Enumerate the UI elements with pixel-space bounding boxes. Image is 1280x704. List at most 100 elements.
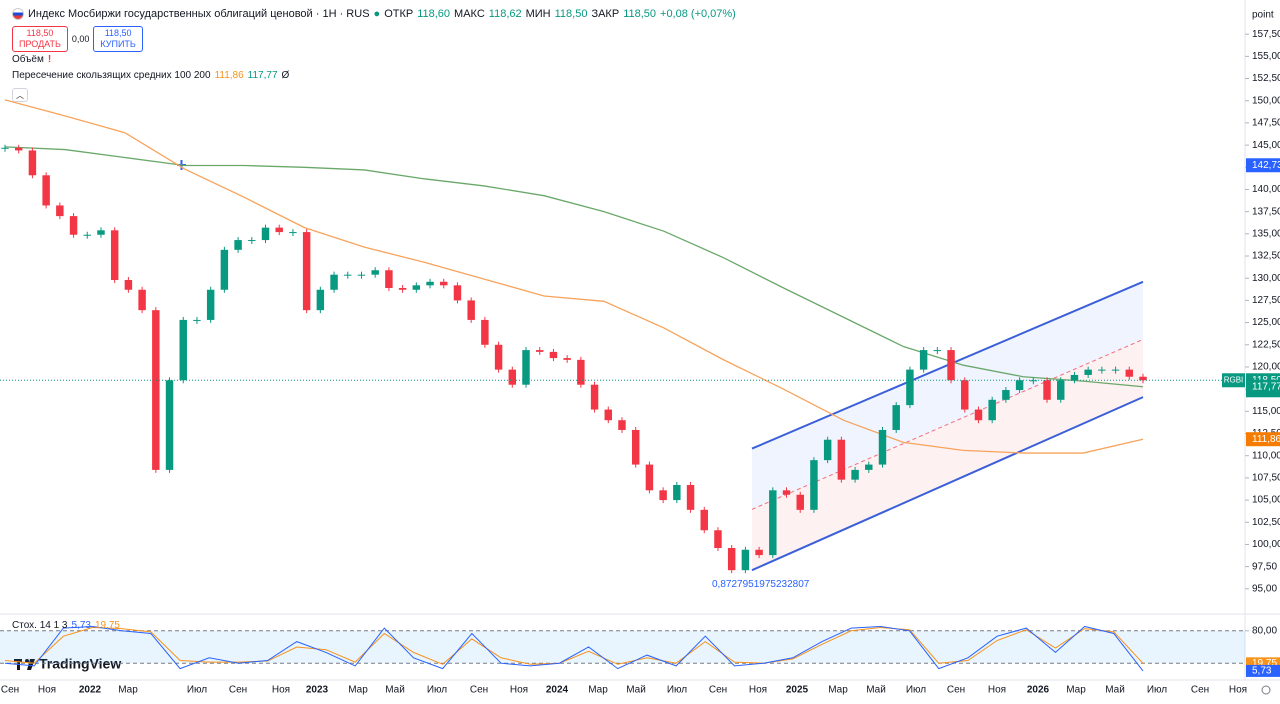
x-tick-label: Мар: [118, 685, 138, 696]
high-value: 118,62: [488, 8, 522, 20]
candle: [974, 409, 983, 421]
sell-button[interactable]: 118,50 ПРОДАТЬ: [12, 26, 68, 52]
buy-button[interactable]: 118,50 КУПИТЬ: [93, 26, 143, 52]
ma100-line: [4, 99, 1144, 454]
candle: [344, 274, 352, 276]
channel-lower: [751, 396, 1144, 572]
candle: [947, 350, 955, 381]
price-badge: [1246, 379, 1280, 394]
candle: [508, 369, 517, 385]
high-label: МАКС: [454, 8, 485, 20]
candle: [138, 289, 146, 311]
volume-legend: Объём!: [12, 54, 51, 65]
x-tick-label: Сен: [229, 685, 247, 696]
unit-label: point: [1252, 10, 1274, 21]
x-tick-label: Июл: [187, 685, 207, 696]
stoch-d-value: 19,75: [94, 620, 120, 631]
ma-title[interactable]: Пересечение скользящих средних 100 200: [12, 70, 211, 81]
stoch-y-tick-label: 80,00: [1252, 625, 1277, 636]
candle: [206, 289, 215, 320]
status-dot: ●: [373, 8, 381, 20]
stoch-badge: [1246, 664, 1280, 677]
candle: [357, 274, 366, 276]
candle: [741, 549, 750, 571]
candle: [1015, 380, 1024, 391]
candle: [330, 274, 338, 290]
candle: [892, 405, 900, 430]
stoch-d-line: [4, 627, 1144, 665]
close-value: 118,50: [623, 8, 657, 20]
y-tick-label: 155,00: [1252, 51, 1280, 62]
candle: [261, 227, 270, 241]
symbol-title[interactable]: Индекс Мосбиржи государственных облигаци…: [28, 8, 370, 20]
candle: [248, 240, 256, 242]
candle: [755, 549, 763, 556]
candle: [453, 285, 462, 301]
x-tick-label: Мар: [588, 685, 608, 696]
x-tick-label: 2026: [1027, 685, 1050, 696]
close-label: ЗАКР: [591, 8, 620, 20]
x-tick-label: Июл: [906, 685, 926, 696]
candle: [83, 234, 91, 236]
flag-icon: [12, 8, 24, 20]
candle: [110, 230, 119, 280]
buy-label: КУПИТЬ: [100, 39, 136, 49]
x-tick-label: Ноя: [1229, 685, 1247, 696]
candle: [769, 490, 777, 556]
candle: [234, 240, 242, 250]
candle: [193, 319, 201, 321]
candle: [371, 270, 379, 275]
candle: [14, 147, 23, 151]
candle: [289, 232, 297, 234]
stoch-badge-text: 19,75: [1252, 658, 1277, 669]
collapse-button[interactable]: ︿: [12, 88, 28, 102]
x-tick-label: Мар: [828, 685, 848, 696]
candle: [577, 359, 585, 385]
x-tick-label: Ноя: [38, 685, 56, 696]
candle: [727, 547, 736, 571]
x-tick-label: 2022: [79, 685, 102, 696]
candle: [686, 484, 695, 510]
candle: [412, 285, 421, 290]
candle: [1070, 374, 1079, 381]
stoch-band: [0, 630, 1245, 664]
warning-icon: !: [47, 54, 52, 65]
y-tick-label: 105,00: [1252, 495, 1280, 506]
candle: [522, 350, 530, 385]
stoch-badge-text: 5,73: [1252, 666, 1272, 677]
candle: [1111, 369, 1120, 371]
x-tick-label: Июл: [1147, 685, 1167, 696]
candle: [618, 420, 626, 430]
x-tick-label: Июл: [667, 685, 687, 696]
candle: [714, 530, 722, 548]
stoch-k-value: 5,73: [71, 620, 91, 631]
low-label: МИН: [525, 8, 551, 20]
y-tick-label: 140,00: [1252, 184, 1280, 195]
spread: 0,00: [71, 34, 90, 44]
stoch-title[interactable]: Стох. 14 1 3: [12, 620, 68, 631]
candle: [590, 384, 599, 410]
candle: [1125, 369, 1134, 377]
candle: [1057, 380, 1065, 400]
candle: [563, 358, 571, 360]
x-tick-label: 2023: [306, 685, 329, 696]
candle: [782, 490, 791, 495]
volume-label[interactable]: Объём: [12, 54, 44, 65]
candle: [481, 319, 489, 345]
x-tick-label: Май: [866, 685, 886, 696]
candle: [42, 175, 50, 206]
candle: [1098, 369, 1106, 371]
stoch-legend: Стох. 14 1 3 5,73 19,75: [12, 620, 120, 631]
sell-price: 118,50: [26, 28, 54, 38]
ma100-value: 111,86: [214, 70, 244, 81]
candle: [673, 484, 681, 501]
candle: [56, 205, 64, 217]
x-tick-label: Сен: [947, 685, 965, 696]
y-tick-label: 95,00: [1252, 583, 1277, 594]
buy-price: 118,50: [104, 28, 132, 38]
y-tick-label: 107,50: [1252, 473, 1280, 484]
y-tick-label: 127,50: [1252, 295, 1280, 306]
candle: [1002, 390, 1010, 400]
